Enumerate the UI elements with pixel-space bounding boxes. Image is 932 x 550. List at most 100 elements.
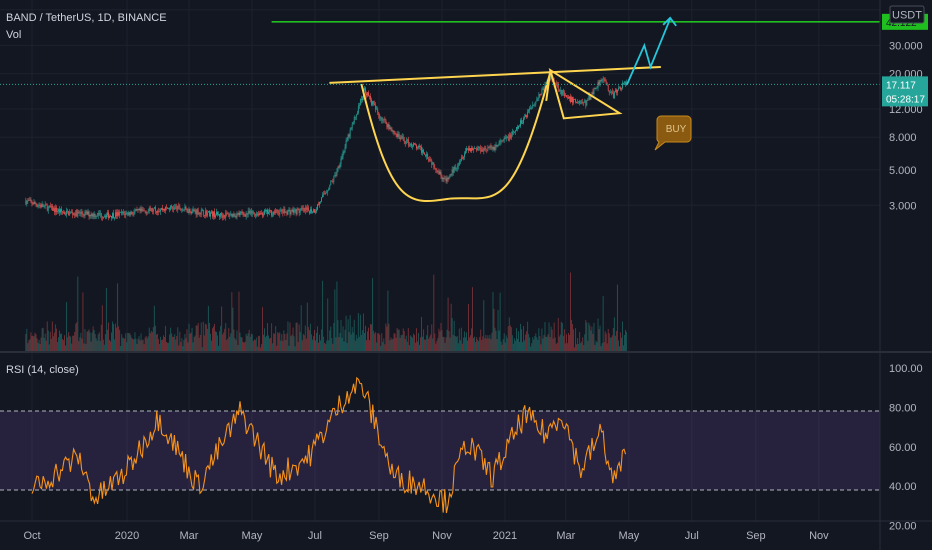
candle-body[interactable] bbox=[620, 87, 621, 90]
candle-body[interactable] bbox=[99, 213, 101, 215]
candle-body[interactable] bbox=[137, 209, 139, 211]
candle-body[interactable] bbox=[143, 210, 145, 212]
candle-body[interactable] bbox=[376, 108, 378, 110]
candle-body[interactable] bbox=[186, 208, 188, 212]
candle-body[interactable] bbox=[292, 209, 294, 213]
candle-body[interactable] bbox=[37, 205, 39, 207]
candle-body[interactable] bbox=[485, 147, 487, 150]
candle-body[interactable] bbox=[262, 213, 263, 216]
candle-body[interactable] bbox=[440, 171, 442, 176]
candle-body[interactable] bbox=[65, 213, 66, 215]
candle-body[interactable] bbox=[309, 209, 311, 214]
candle-body[interactable] bbox=[132, 214, 134, 215]
candle-body[interactable] bbox=[111, 216, 112, 218]
candle-body[interactable] bbox=[364, 88, 365, 90]
candle-body[interactable] bbox=[392, 130, 394, 132]
candle-body[interactable] bbox=[282, 211, 284, 214]
candle-body[interactable] bbox=[479, 147, 481, 149]
candle-body[interactable] bbox=[107, 212, 108, 216]
candle-body[interactable] bbox=[66, 210, 68, 215]
candle-body[interactable] bbox=[28, 200, 30, 202]
candle-body[interactable] bbox=[243, 213, 245, 216]
candle-body[interactable] bbox=[533, 104, 535, 106]
candle-body[interactable] bbox=[281, 209, 283, 212]
candle-body[interactable] bbox=[508, 134, 510, 141]
candle-body[interactable] bbox=[183, 209, 185, 211]
candle-body[interactable] bbox=[527, 111, 529, 117]
candle-body[interactable] bbox=[515, 130, 516, 132]
candle-body[interactable] bbox=[427, 154, 429, 159]
candle-body[interactable] bbox=[622, 82, 623, 89]
candle-body[interactable] bbox=[504, 137, 506, 139]
candle-body[interactable] bbox=[333, 176, 335, 182]
candle-body[interactable] bbox=[98, 212, 100, 215]
candle-body[interactable] bbox=[193, 209, 195, 212]
candle-body[interactable] bbox=[421, 147, 422, 153]
candle-body[interactable] bbox=[213, 211, 214, 217]
candle-body[interactable] bbox=[516, 126, 517, 131]
candle-body[interactable] bbox=[75, 210, 77, 216]
candle-body[interactable] bbox=[445, 178, 447, 182]
candle-body[interactable] bbox=[624, 82, 625, 84]
candle-body[interactable] bbox=[93, 213, 95, 217]
candle-body[interactable] bbox=[378, 112, 380, 116]
candle-body[interactable] bbox=[173, 208, 175, 210]
candle-body[interactable] bbox=[488, 147, 490, 149]
candle-body[interactable] bbox=[318, 204, 319, 206]
candle-body[interactable] bbox=[306, 207, 308, 210]
candle-body[interactable] bbox=[567, 96, 568, 98]
candle-body[interactable] bbox=[460, 157, 462, 162]
candle-body[interactable] bbox=[64, 212, 65, 214]
candle-body[interactable] bbox=[234, 216, 236, 217]
candle-body[interactable] bbox=[164, 208, 165, 211]
candle-body[interactable] bbox=[569, 96, 570, 99]
candle-body[interactable] bbox=[405, 140, 407, 144]
candle-body[interactable] bbox=[165, 206, 166, 211]
candle-body[interactable] bbox=[338, 166, 340, 168]
candle-body[interactable] bbox=[43, 205, 45, 207]
candle-body[interactable] bbox=[587, 100, 589, 101]
drawings[interactable]: BUY bbox=[0, 0, 880, 203]
candle-body[interactable] bbox=[497, 144, 499, 146]
candle-body[interactable] bbox=[119, 211, 121, 216]
candle-body[interactable] bbox=[35, 203, 37, 205]
candle-body[interactable] bbox=[308, 210, 310, 214]
candle-body[interactable] bbox=[214, 211, 215, 218]
candle-body[interactable] bbox=[39, 205, 41, 206]
candle-body[interactable] bbox=[272, 214, 274, 216]
candle-body[interactable] bbox=[411, 146, 413, 147]
candle-body[interactable] bbox=[82, 213, 84, 215]
candle-body[interactable] bbox=[278, 212, 280, 215]
candle-body[interactable] bbox=[36, 204, 38, 207]
candle-body[interactable] bbox=[203, 214, 205, 216]
candle-body[interactable] bbox=[457, 165, 459, 167]
candle-body[interactable] bbox=[537, 97, 539, 100]
candle-body[interactable] bbox=[139, 208, 141, 211]
candle-body[interactable] bbox=[544, 84, 546, 91]
rsi-line[interactable] bbox=[31, 376, 627, 514]
candle-body[interactable] bbox=[286, 211, 288, 215]
candle-body[interactable] bbox=[428, 158, 430, 161]
candle-body[interactable] bbox=[618, 87, 619, 90]
candle-body[interactable] bbox=[249, 210, 251, 214]
candle-body[interactable] bbox=[161, 208, 162, 210]
candle-body[interactable] bbox=[436, 170, 438, 172]
candle-body[interactable] bbox=[185, 206, 187, 209]
candle-body[interactable] bbox=[372, 101, 374, 105]
candle-body[interactable] bbox=[418, 146, 419, 148]
candle-body[interactable] bbox=[226, 212, 228, 214]
candle-body[interactable] bbox=[385, 119, 387, 125]
candle-body[interactable] bbox=[474, 148, 476, 150]
candle-body[interactable] bbox=[223, 215, 225, 218]
candle-body[interactable] bbox=[302, 207, 304, 210]
candle-body[interactable] bbox=[271, 210, 273, 216]
candle-body[interactable] bbox=[58, 209, 59, 212]
candle-body[interactable] bbox=[219, 214, 221, 217]
candle-body[interactable] bbox=[387, 124, 389, 128]
candle-body[interactable] bbox=[366, 93, 367, 96]
candle-body[interactable] bbox=[57, 211, 58, 212]
candle-body[interactable] bbox=[501, 140, 503, 142]
candle-body[interactable] bbox=[591, 92, 593, 96]
candle-body[interactable] bbox=[602, 78, 604, 81]
candle-body[interactable] bbox=[189, 209, 191, 212]
